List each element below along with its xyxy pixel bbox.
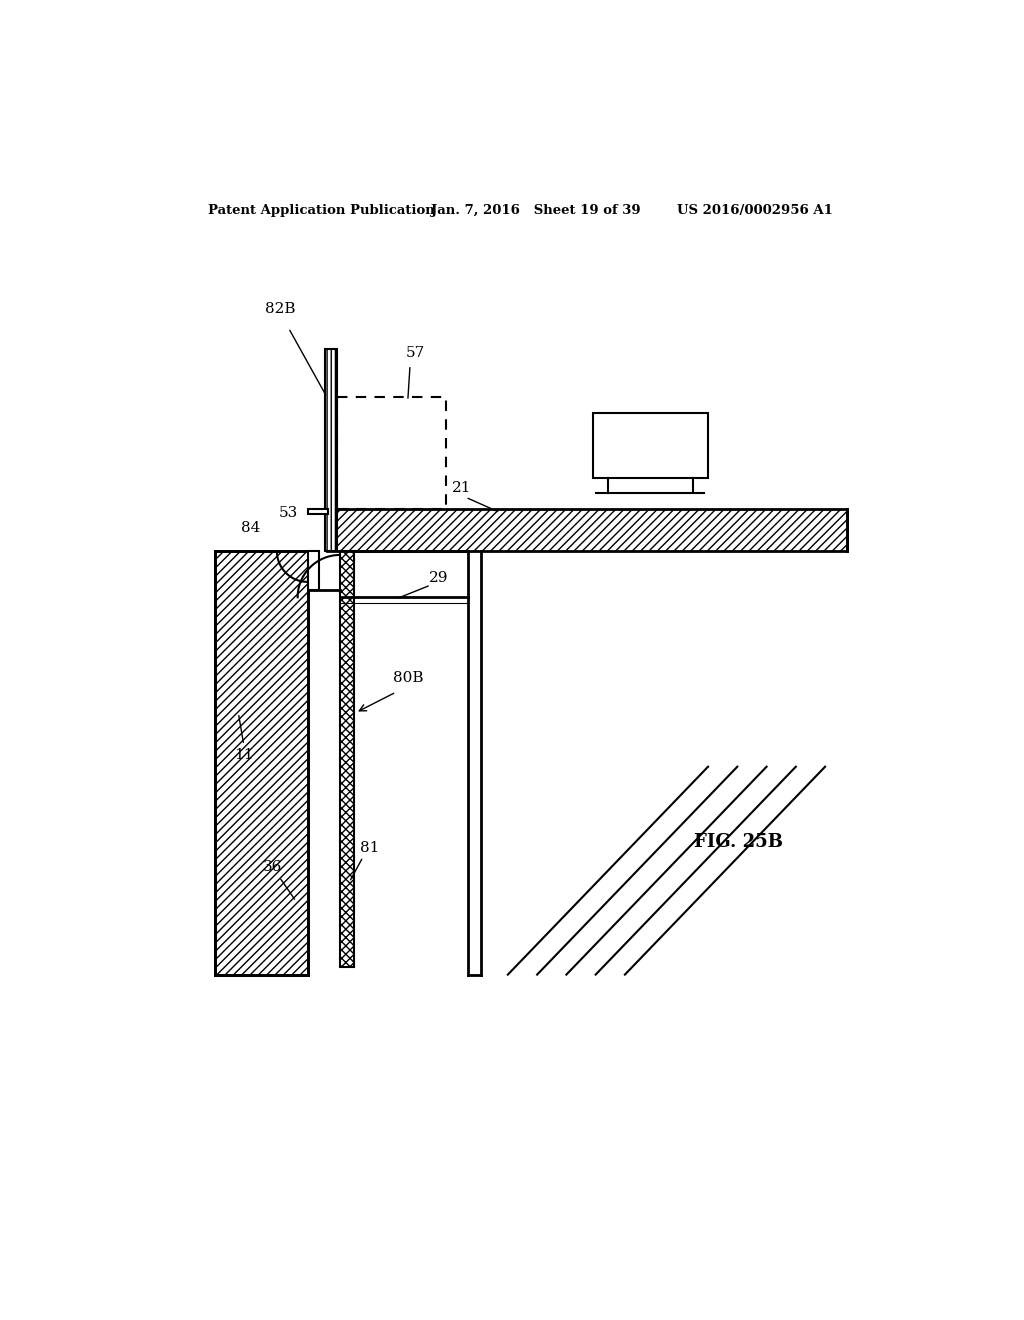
Bar: [593, 412, 708, 478]
Text: US 2016/0002956 A1: US 2016/0002956 A1: [677, 205, 834, 218]
Text: 21: 21: [452, 480, 471, 495]
Text: Patent Application Publication: Patent Application Publication: [208, 205, 434, 218]
Bar: [325, 350, 337, 552]
Text: 53: 53: [280, 506, 298, 520]
Text: 80B: 80B: [392, 671, 423, 685]
Bar: [215, 552, 307, 974]
Text: 84: 84: [241, 521, 260, 535]
Text: 81: 81: [359, 841, 379, 854]
Bar: [340, 552, 354, 966]
Text: 29: 29: [429, 572, 449, 585]
Bar: [307, 508, 328, 515]
Text: 36: 36: [263, 859, 283, 874]
Text: 82B: 82B: [265, 301, 296, 315]
Text: 57: 57: [406, 346, 425, 360]
Text: Jan. 7, 2016   Sheet 19 of 39: Jan. 7, 2016 Sheet 19 of 39: [431, 205, 640, 218]
Text: FIG. 25B: FIG. 25B: [694, 833, 783, 851]
Bar: [327, 508, 847, 552]
Text: 11: 11: [234, 748, 254, 762]
Bar: [307, 552, 319, 590]
